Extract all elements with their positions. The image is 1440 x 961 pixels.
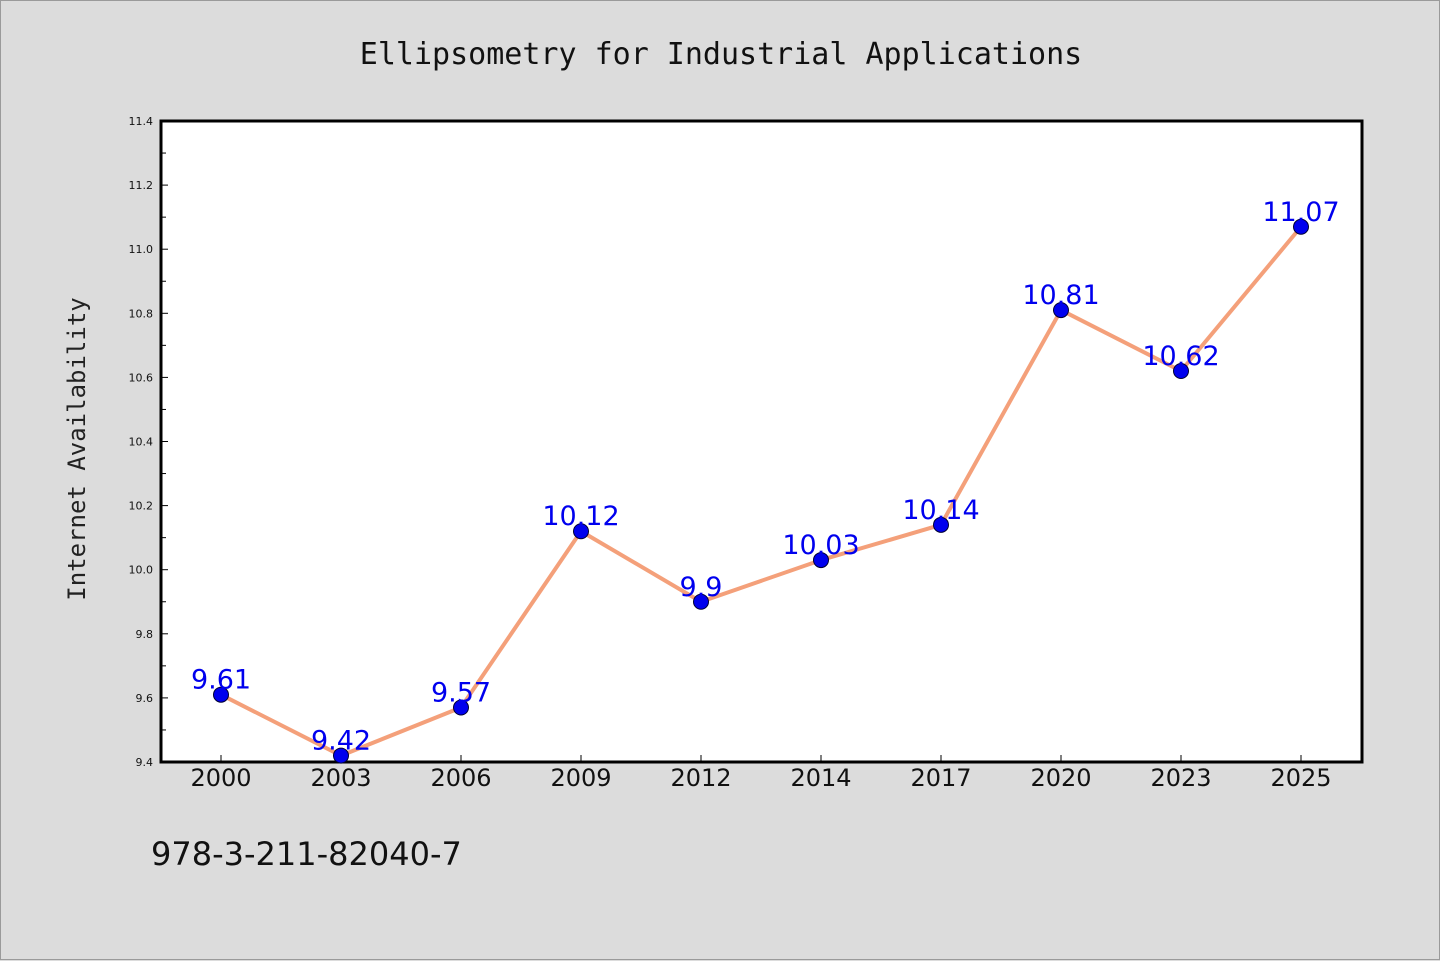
plot-area <box>159 119 1364 764</box>
y-tick-label: 9.8 <box>136 628 154 641</box>
x-tick-label: 2003 <box>310 764 371 792</box>
data-point-marker <box>933 516 949 533</box>
data-point-marker <box>1293 218 1309 235</box>
y-tick-label: 10.2 <box>129 500 154 513</box>
data-label: 9.42 <box>311 726 371 757</box>
footer-code: 978-3-211-82040-7 <box>151 835 462 873</box>
y-tick-label: 10.0 <box>129 564 154 577</box>
y-tick-label: 10.6 <box>129 371 154 384</box>
data-point-marker <box>1053 302 1069 319</box>
x-tick-label: 2014 <box>790 764 851 792</box>
data-label: 10.62 <box>1142 341 1219 372</box>
x-tick-label: 2009 <box>550 764 611 792</box>
series-group <box>220 225 1303 758</box>
x-tick-label: 2017 <box>910 764 971 792</box>
y-axis-ticks: 9.4 9.6 9.8 10.0 10.2 10.4 10.6 10.8 11.0 11.2 11.… <box>129 115 168 769</box>
data-point-marker <box>213 686 229 703</box>
x-tick-label: 2006 <box>430 764 491 792</box>
x-tick-label: 2012 <box>670 764 731 792</box>
data-point-marker <box>693 593 709 610</box>
x-tick-label: 2000 <box>190 764 251 792</box>
x-tick-label: 2023 <box>1150 764 1211 792</box>
data-point-marker <box>453 699 469 716</box>
x-axis-ticks: 2000 2003 2006 2009 2012 2014 2017 2020 2023 2025 <box>190 755 1332 792</box>
y-tick-label: 10.8 <box>129 307 154 320</box>
y-axis-label: Internet Availability <box>63 297 91 600</box>
y-tick-label: 11.4 <box>129 115 154 128</box>
data-label-group: 9.61 9.42 9.57 10.12 9.9 10.03 10.14 10.81 10.62… <box>191 197 1340 757</box>
x-tick-label: 2025 <box>1270 764 1331 792</box>
data-label: 10.14 <box>902 495 979 526</box>
marker-group <box>213 218 1309 764</box>
y-tick-label: 9.4 <box>136 756 154 769</box>
data-label: 9.57 <box>431 678 491 709</box>
data-point-marker <box>573 523 589 540</box>
y-tick-label: 11.2 <box>129 179 154 192</box>
data-point-marker <box>813 552 829 569</box>
y-tick-label: 11.0 <box>129 243 154 256</box>
data-label: 9.61 <box>191 665 251 696</box>
chart-title: Ellipsometry for Industrial Applications <box>360 37 1082 72</box>
y-tick-label: 9.6 <box>136 692 154 705</box>
y-tick-label: 10.4 <box>129 436 154 449</box>
data-label: 9.9 <box>680 572 723 603</box>
data-point-marker <box>333 747 349 764</box>
data-label: 10.12 <box>542 501 619 532</box>
data-label: 10.81 <box>1022 280 1099 311</box>
x-tick-label: 2020 <box>1030 764 1091 792</box>
data-point-marker <box>1173 362 1189 379</box>
data-label: 10.03 <box>782 530 859 561</box>
series-line <box>220 225 1303 758</box>
data-label: 11.07 <box>1262 197 1339 228</box>
